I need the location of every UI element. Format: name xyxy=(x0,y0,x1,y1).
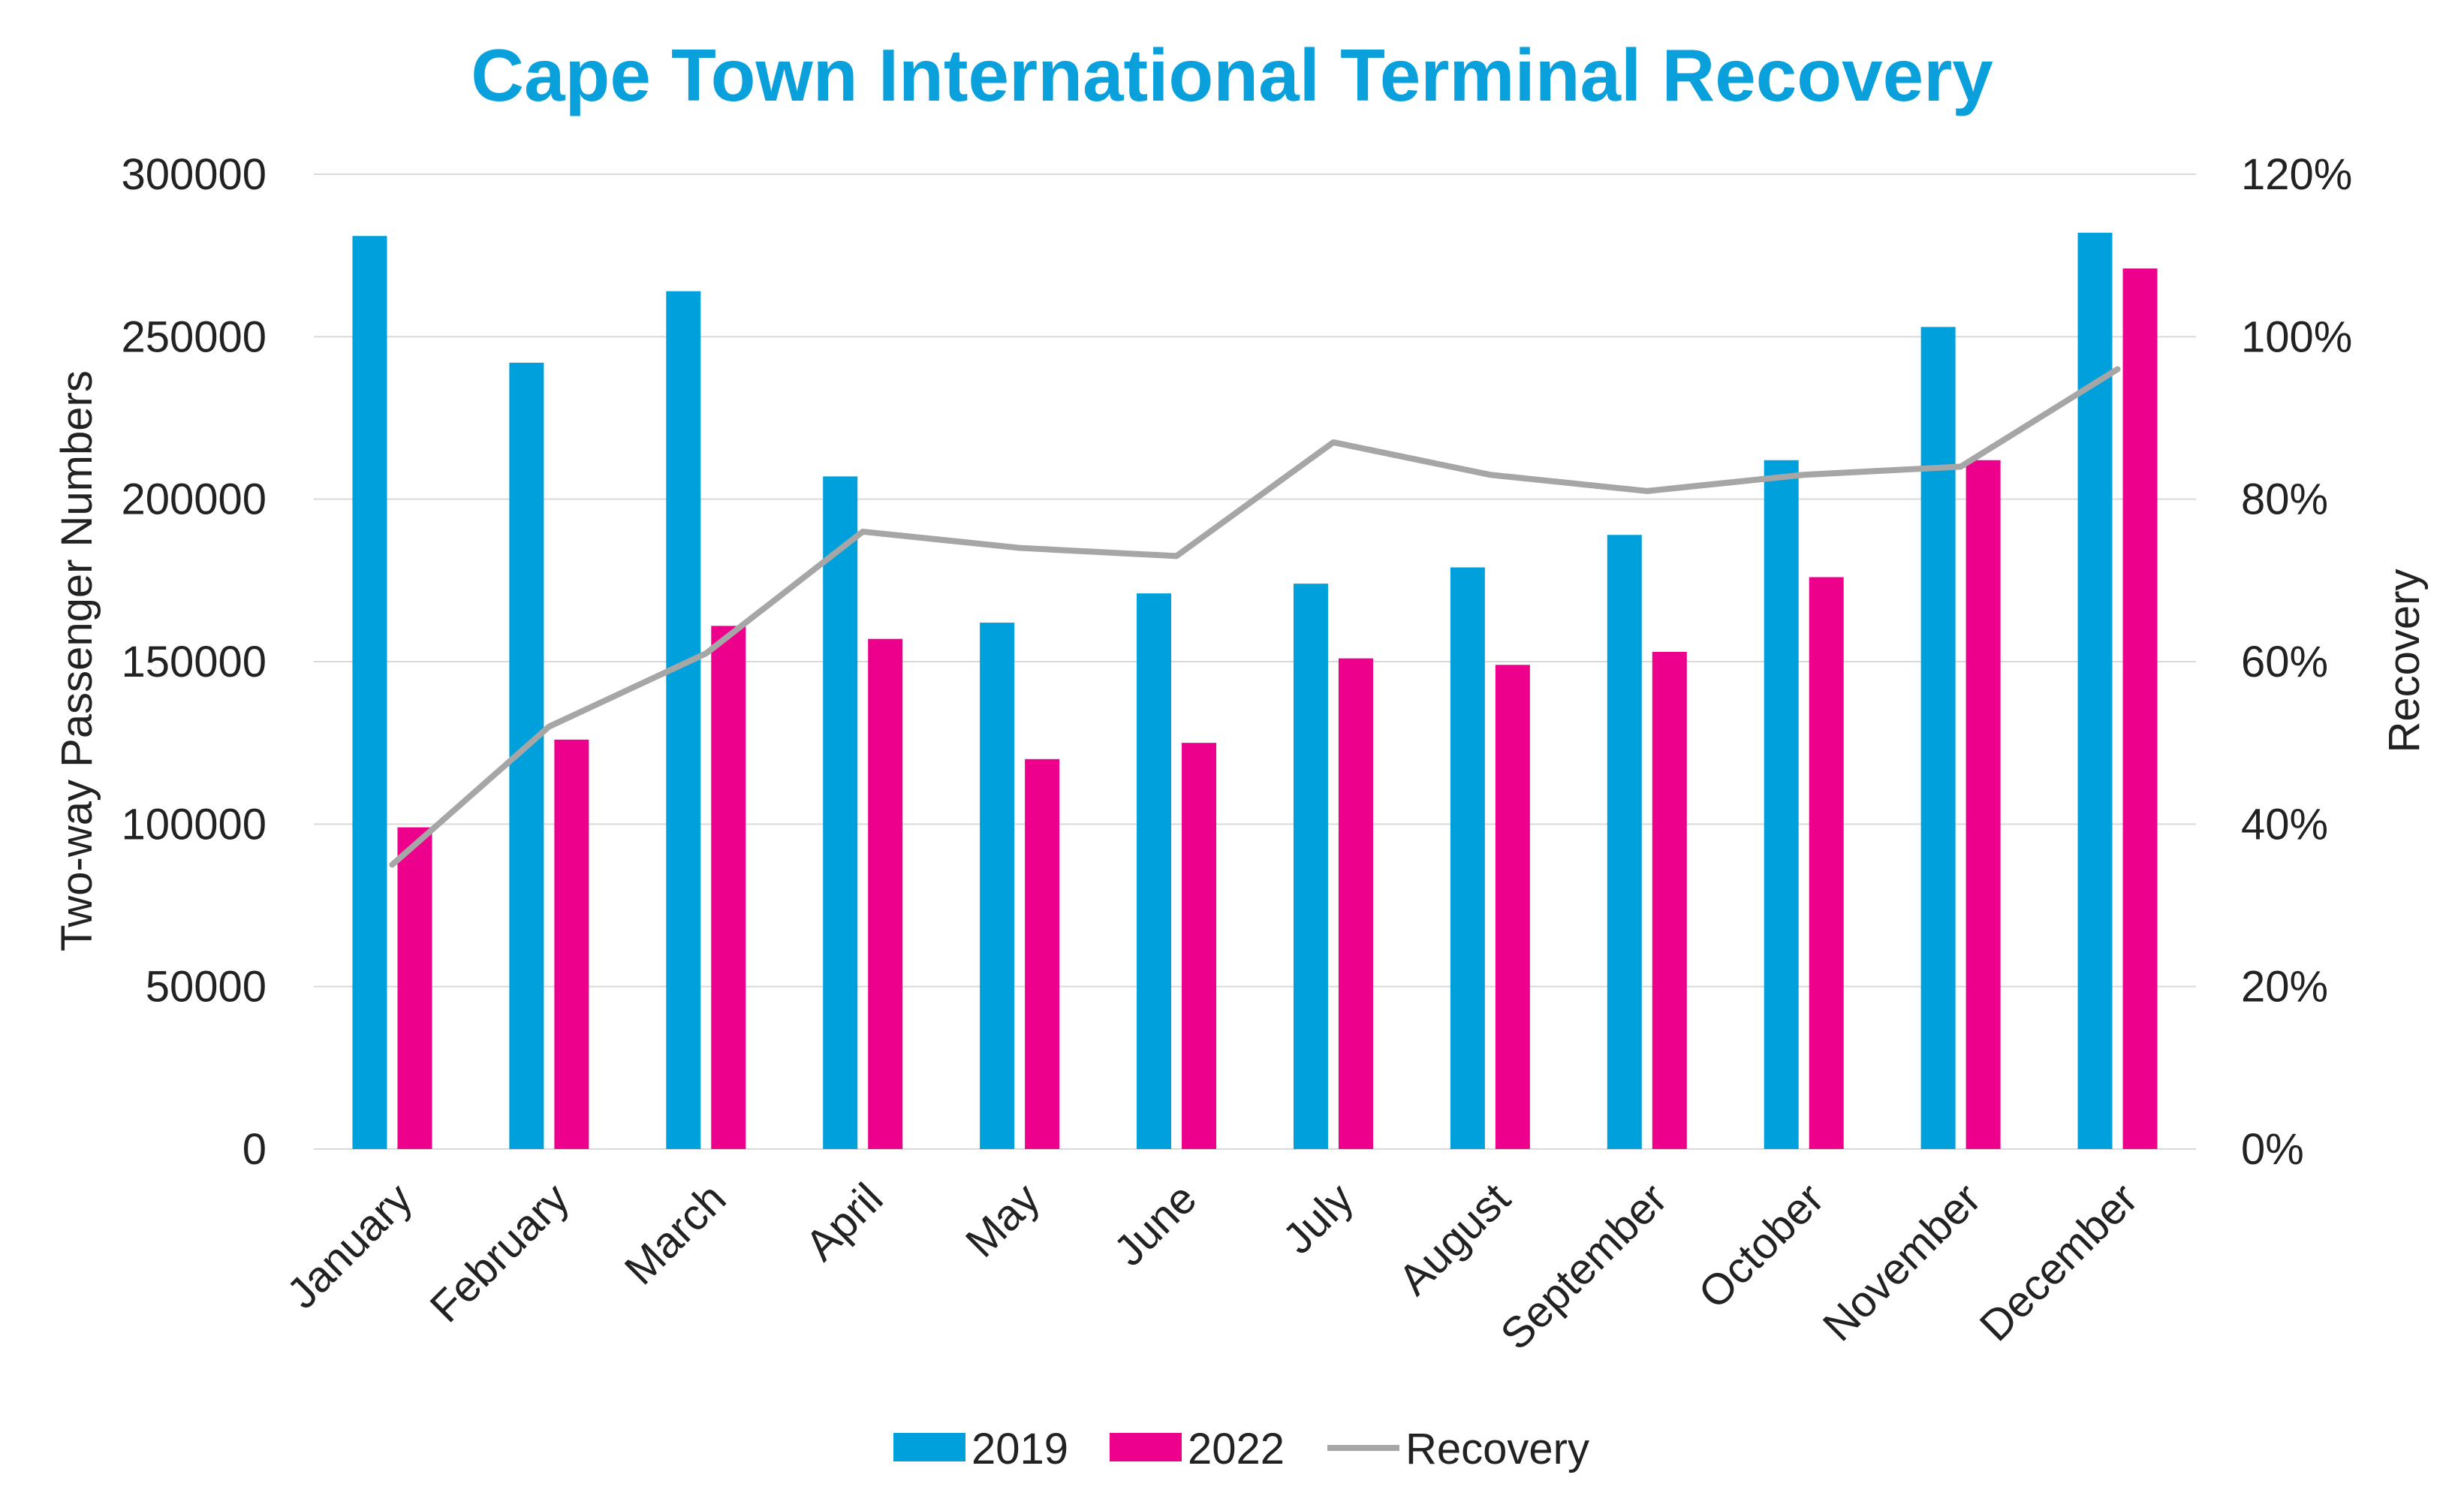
point-Recovery-January xyxy=(390,863,394,867)
point-Recovery-November xyxy=(1959,465,1962,469)
bar-2019-October xyxy=(1764,460,1799,1149)
y-tick-label: 200000 xyxy=(121,475,267,524)
y-tick-label: 300000 xyxy=(121,150,267,199)
y2-axis-title: Recovery xyxy=(2380,569,2429,753)
x-tick-label: October xyxy=(1689,1174,1833,1318)
line-Recovery xyxy=(389,366,2121,868)
point-Recovery-June xyxy=(1175,554,1179,558)
bar-2022-December xyxy=(2122,268,2158,1149)
gridlines xyxy=(314,173,2196,1150)
y2-tick-label: 20% xyxy=(2241,963,2328,1012)
x-tick-label: May xyxy=(956,1174,1049,1266)
x-tick-label: January xyxy=(278,1174,422,1318)
bar-2022-June xyxy=(1182,743,1217,1149)
y-tick-label: 50000 xyxy=(146,963,267,1012)
legend-swatch xyxy=(1110,1433,1182,1461)
bar-2019-July xyxy=(1293,584,1328,1149)
x-tick-label: November xyxy=(1814,1174,1990,1350)
x-tick-label: September xyxy=(1491,1174,1676,1359)
point-Recovery-October xyxy=(1802,473,1806,477)
point-Recovery-February xyxy=(547,725,551,728)
bar-2022-September xyxy=(1652,652,1687,1149)
chart-title: Cape Town International Terminal Recover… xyxy=(471,34,1993,116)
y-tick-label: 150000 xyxy=(121,638,267,686)
bar-2022-October xyxy=(1809,577,1844,1149)
y2-axis-ticks: 0% 20% 40% 60% 80% 100% 120% xyxy=(2241,150,2352,1174)
legend-item-2022: 2022 xyxy=(1110,1425,1285,1473)
bar-2022-November xyxy=(1965,460,2001,1149)
x-tick-label: August xyxy=(1389,1174,1520,1304)
point-Recovery-August xyxy=(1488,473,1492,477)
legend: 2019 2022 Recovery xyxy=(893,1425,1589,1473)
bar-2022-July xyxy=(1338,658,1373,1149)
bar-2022-January xyxy=(397,827,432,1149)
y2-tick-label: 120% xyxy=(2241,150,2352,199)
bar-2019-January xyxy=(352,236,387,1149)
bar-2022-February xyxy=(554,739,589,1149)
bar-2019-September xyxy=(1607,535,1642,1149)
legend-item-Recovery: Recovery xyxy=(1327,1425,1589,1473)
point-Recovery-September xyxy=(1645,489,1649,493)
bar-2019-March xyxy=(666,291,701,1149)
x-tick-label: December xyxy=(1971,1174,2147,1350)
bar-series xyxy=(352,232,2158,1150)
bar-2019-December xyxy=(2077,232,2113,1149)
point-Recovery-December xyxy=(2116,367,2119,371)
y-tick-label: 250000 xyxy=(121,312,267,361)
bar-2022-May xyxy=(1025,759,1060,1149)
y2-tick-label: 0% xyxy=(2241,1125,2304,1174)
recovery-line-series xyxy=(389,366,2121,868)
x-tick-label: July xyxy=(1273,1174,1363,1263)
y2-tick-label: 80% xyxy=(2241,475,2328,524)
bar-2019-May xyxy=(980,623,1015,1149)
y-tick-label: 0 xyxy=(242,1125,267,1174)
x-tick-label: April xyxy=(796,1174,892,1270)
y-axis-ticks: 0 50000 100000 150000 200000 250000 300000 xyxy=(121,150,267,1174)
point-Recovery-March xyxy=(704,652,708,656)
point-Recovery-May xyxy=(1018,546,1022,550)
x-tick-label: February xyxy=(420,1174,578,1332)
point-Recovery-July xyxy=(1331,440,1335,444)
bar-2019-June xyxy=(1137,593,1172,1149)
bar-2022-March xyxy=(711,626,746,1149)
x-tick-label: June xyxy=(1104,1174,1206,1275)
y2-tick-label: 100% xyxy=(2241,312,2352,361)
x-tick-label: March xyxy=(616,1174,736,1294)
bar-2019-August xyxy=(1450,567,1485,1149)
y2-tick-label: 60% xyxy=(2241,638,2328,686)
series-2019 xyxy=(352,232,2113,1150)
legend-label: 2022 xyxy=(1188,1425,1285,1473)
series-2022 xyxy=(397,268,2158,1149)
legend-item-2019: 2019 xyxy=(893,1425,1068,1473)
bar-2022-April xyxy=(868,638,903,1149)
legend-swatch xyxy=(893,1433,965,1461)
legend-label: 2019 xyxy=(971,1425,1068,1473)
y-tick-label: 100000 xyxy=(121,800,267,849)
legend-label: Recovery xyxy=(1405,1425,1589,1473)
y2-tick-label: 40% xyxy=(2241,800,2328,849)
bar-2019-April xyxy=(823,476,858,1149)
bar-2022-August xyxy=(1495,665,1530,1149)
y-axis-title: Two-way Passenger Numbers xyxy=(53,370,101,952)
point-Recovery-April xyxy=(861,529,865,533)
bar-2019-November xyxy=(1920,327,1956,1150)
